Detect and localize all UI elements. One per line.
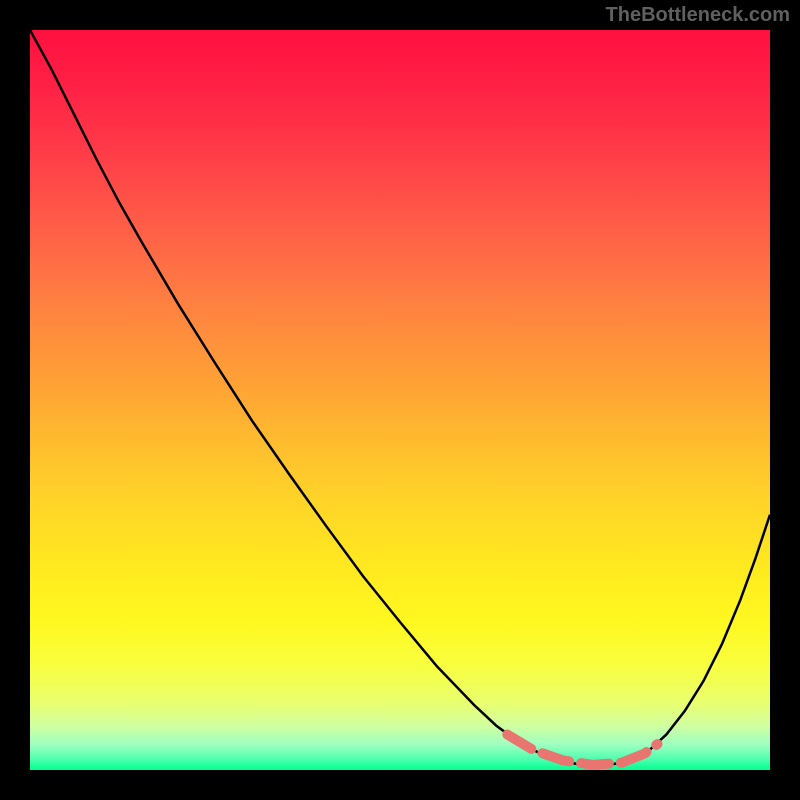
watermark-text: TheBottleneck.com — [606, 4, 790, 27]
main-curve — [30, 30, 770, 766]
chart-curve-layer — [30, 30, 770, 770]
highlight-segment — [507, 734, 657, 764]
chart-container — [30, 30, 770, 770]
